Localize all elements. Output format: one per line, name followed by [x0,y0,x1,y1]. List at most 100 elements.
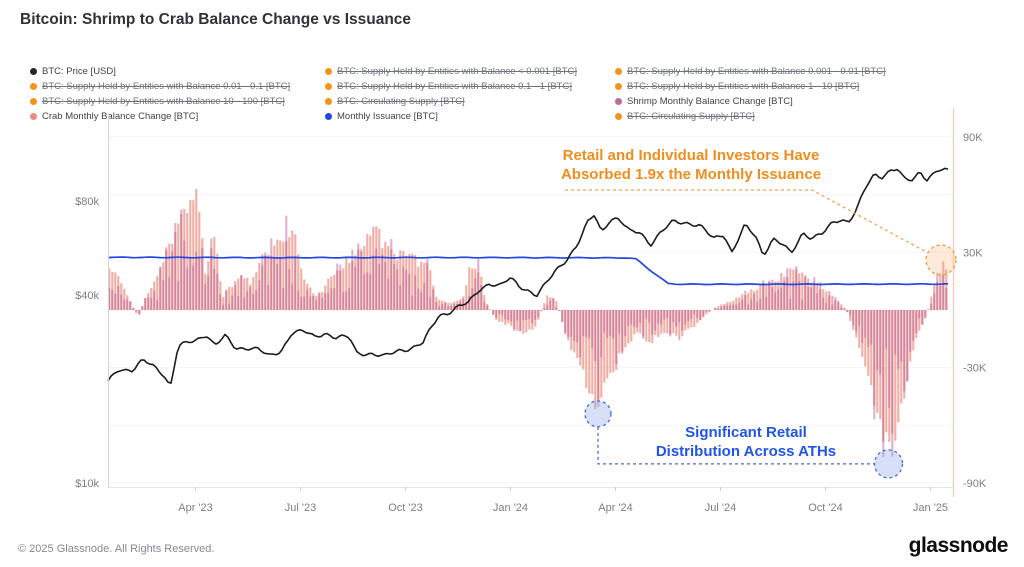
balance-change-bar [480,285,483,310]
balance-change-bar [762,280,765,310]
legend-item-7[interactable]: BTC: Circulating Supply [BTC] [325,95,465,108]
balance-change-bar [792,281,795,310]
balance-change-bar [714,307,717,310]
balance-change-bar [276,264,279,310]
balance-change-bar [435,301,438,310]
balance-change-bar [285,240,288,310]
balance-change-bar [120,283,123,310]
balance-change-bar [765,296,768,310]
balance-change-bar [519,310,522,331]
balance-change-bar [447,306,450,310]
balance-change-bar [204,273,207,310]
balance-change-bar [837,302,840,310]
balance-change-bar [288,237,291,310]
balance-change-bar [351,260,354,310]
balance-change-bar [666,310,669,334]
balance-change-bar [270,238,273,310]
balance-change-bar [855,310,858,338]
balance-change-bar [531,310,534,323]
balance-change-bar [429,270,432,310]
balance-change-bar [612,310,615,339]
balance-change-bar [630,310,633,342]
balance-change-bar [852,310,855,326]
legend-item-1[interactable]: BTC: Supply Held by Entities with Balanc… [325,65,577,78]
balance-change-bar [321,291,324,310]
legend-item-5[interactable]: BTC: Supply Held by Entities with Balanc… [615,80,859,93]
balance-change-bar [699,310,702,321]
balance-change-bar [207,276,210,310]
balance-change-bar [855,310,858,332]
balance-change-bar [435,296,438,310]
balance-change-bar [846,310,849,313]
balance-change-bar [888,310,891,442]
balance-change-bar [150,297,153,310]
balance-change-bar [687,310,690,329]
balance-change-bar [915,310,918,339]
legend-item-6[interactable]: BTC: Supply Held by Entities with Balanc… [30,95,285,108]
legend-item-10[interactable]: Monthly Issuance [BTC] [325,110,438,123]
balance-change-bar [615,310,618,365]
legend-item-4[interactable]: BTC: Supply Held by Entities with Balanc… [325,80,572,93]
legend-item-0[interactable]: BTC: Price [USD] [30,65,116,78]
balance-change-bar [156,275,159,310]
balance-change-bar [804,275,807,310]
balance-change-bar [429,297,432,310]
balance-change-bar [207,261,210,310]
legend-item-3[interactable]: BTC: Supply Held by Entities with Balanc… [30,80,290,93]
balance-change-bar [345,291,348,310]
balance-change-bar [804,276,807,310]
balance-change-bar [825,303,828,310]
balance-change-bar [912,310,915,351]
balance-change-bar [774,292,777,310]
balance-change-bar [423,283,426,310]
balance-change-bar [594,310,597,410]
balance-change-bar [381,254,384,310]
balance-change-bar [564,310,567,333]
balance-change-bar [870,310,873,385]
balance-change-bar [750,289,753,310]
balance-change-bar [696,310,699,319]
legend-item-2[interactable]: BTC: Supply Held by Entities with Balanc… [615,65,886,78]
balance-change-bar [312,296,315,310]
balance-change-bar [147,292,150,310]
legend-item-label: BTC: Price [USD] [42,66,116,77]
balance-change-bar [516,310,519,321]
balance-change-bar [801,299,804,310]
balance-change-bar [216,273,219,310]
legend-item-9[interactable]: Crab Monthly Balance Change [BTC] [30,110,198,123]
balance-change-bar [354,267,357,310]
balance-change-bar [219,294,222,310]
balance-change-bar [396,269,399,310]
balance-change-bar [849,310,852,316]
balance-change-bar [567,310,570,337]
balance-change-bar [363,245,366,310]
balance-change-bar [240,274,243,310]
balance-change-bar [747,292,750,310]
balance-change-bar [405,255,408,310]
legend-item-label: Monthly Issuance [BTC] [337,111,438,122]
balance-change-bar [360,251,363,310]
balance-change-bar [282,288,285,310]
balance-change-bar [420,261,423,310]
legend-item-8[interactable]: Shrimp Monthly Balance Change [BTC] [615,95,793,108]
balance-change-bar [843,308,846,310]
balance-change-bar [753,293,756,310]
balance-change-bar [276,239,279,310]
legend-item-11[interactable]: BTC: Circulating Supply [BTC] [615,110,755,123]
x-axis-tick-label: Apr '23 [178,502,213,514]
balance-change-bar [714,308,717,310]
balance-change-bar [882,310,885,458]
price-line [107,167,949,384]
balance-change-bar [255,272,258,310]
balance-change-bar [360,248,363,310]
right-axis-tick-label: -30K [963,363,987,375]
balance-change-bar [912,310,915,341]
balance-change-bar [573,310,576,353]
balance-change-bar [591,310,594,395]
balance-change-bar [624,310,627,348]
balance-change-bar [474,268,477,310]
orange-highlight-circle-jan25 [925,244,957,276]
balance-change-bar [783,281,786,310]
